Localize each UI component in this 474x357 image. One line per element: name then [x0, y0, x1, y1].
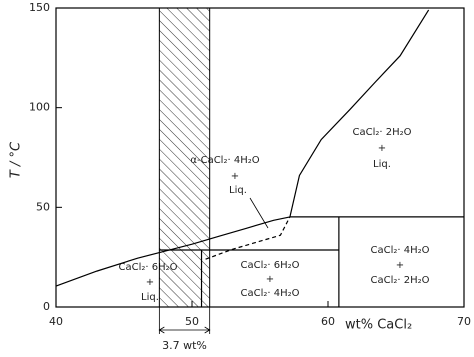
region-label: +	[378, 143, 386, 154]
hatch-band	[158, 7, 211, 308]
phase-boundary	[205, 216, 291, 260]
phase-boundary	[55, 216, 291, 287]
x-axis-label: wt% CaCl₂	[345, 318, 412, 333]
region-label: α-CaCl₂· 4H₂O	[190, 155, 259, 166]
plot-frame	[55, 7, 465, 308]
region-label: Liq.	[141, 292, 159, 303]
y-tick-label: 150	[29, 1, 50, 14]
region-label: CaCl₂· 6H₂O	[241, 260, 300, 271]
region-label: Liq.	[229, 185, 247, 196]
x-tick-label: 60	[321, 315, 335, 328]
region-label: CaCl₂· 6H₂O	[119, 262, 178, 273]
phase-boundary	[289, 9, 430, 218]
region-label: CaCl₂· 4H₂O	[371, 245, 430, 256]
y-tick-label: 100	[29, 101, 50, 114]
x-tick-label: 70	[457, 315, 471, 328]
dim-label: 3.7 wt%	[162, 339, 207, 352]
region-label: +	[396, 260, 404, 271]
leader-line	[249, 197, 269, 229]
region-label: Liq.	[373, 159, 391, 170]
region-label: CaCl₂· 4H₂O	[241, 288, 300, 299]
region-label: +	[266, 274, 274, 285]
y-axis-label: T / °C	[9, 141, 24, 178]
x-tick-label: 40	[49, 315, 63, 328]
y-tick-label: 0	[43, 300, 50, 313]
x-tick-label: 50	[185, 315, 199, 328]
region-label: +	[231, 171, 239, 182]
region-label: CaCl₂· 2H₂O	[353, 127, 412, 138]
region-label: +	[146, 277, 154, 288]
y-tick-label: 50	[36, 200, 50, 213]
region-label: CaCl₂· 2H₂O	[371, 275, 430, 286]
dim-arrow	[158, 326, 211, 334]
